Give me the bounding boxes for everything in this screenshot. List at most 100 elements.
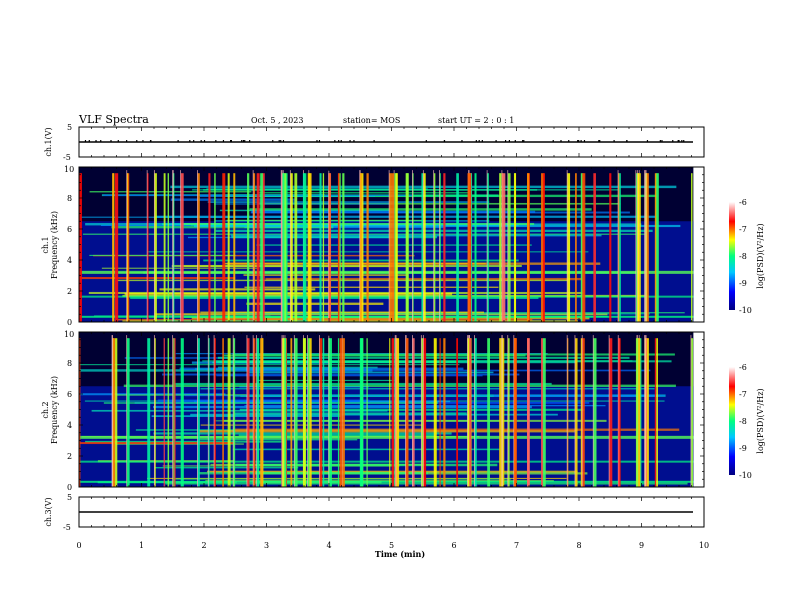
sferic-burst: [507, 338, 510, 487]
ch2-ytick-8: 8: [67, 359, 72, 368]
sferic-burst: [319, 173, 322, 322]
sferic-burst-core: [112, 335, 114, 487]
frequency-band: [199, 430, 575, 433]
xtick-5: 5: [389, 541, 394, 550]
frequency-band: [249, 208, 592, 211]
ch2-ytick-0: 0: [67, 483, 72, 492]
sferic-burst: [389, 173, 392, 322]
ch1-voltage-panel: 5 -5 ch.1(V): [44, 123, 705, 162]
sferic-burst: [637, 338, 641, 487]
sferic-burst: [337, 338, 339, 487]
voltage-marker: [117, 140, 119, 143]
sferic-burst: [222, 173, 226, 322]
sferic-burst-core: [388, 170, 390, 322]
frequency-band: [216, 375, 483, 377]
sferic-burst: [618, 173, 620, 322]
voltage-marker: [677, 140, 679, 143]
voltage-marker: [244, 140, 246, 143]
sferic-burst-core: [180, 170, 182, 322]
sferic-burst: [396, 173, 398, 322]
sferic-burst: [654, 173, 658, 322]
sferic-burst-core: [172, 170, 174, 322]
frequency-band: [194, 224, 681, 228]
sferic-burst: [467, 173, 471, 322]
ch1-colorbar: -6 -7 -8 -9 -10 log(PSD)(V²/Hz): [729, 198, 765, 315]
sferic-burst-core: [328, 335, 330, 487]
sferic-burst-core: [645, 335, 647, 487]
sferic-burst: [542, 173, 545, 322]
sferic-burst-core: [501, 335, 503, 487]
sferic-burst-core: [126, 335, 128, 487]
sferic-burst: [405, 338, 409, 487]
voltage-marker: [136, 140, 138, 143]
voltage-marker: [334, 140, 336, 143]
sferic-burst: [507, 173, 511, 322]
frequency-band: [117, 318, 533, 321]
voltage-marker: [126, 140, 128, 143]
voltage-marker: [278, 140, 280, 143]
sferic-burst: [328, 338, 332, 487]
frequency-band: [248, 371, 494, 374]
ch2-colorbar: -6 -7 -8 -9 -10 log(PSD)(V²/Hz): [729, 363, 765, 480]
sferic-burst: [256, 338, 260, 487]
voltage-marker: [88, 140, 90, 143]
sferic-burst: [502, 173, 506, 322]
sferic-burst-core: [111, 335, 113, 487]
sferic-burst: [261, 173, 265, 322]
sferic-burst: [233, 173, 236, 322]
frequency-band: [200, 311, 484, 314]
sferic-burst: [253, 338, 256, 487]
cb2-tick-9: -9: [739, 444, 747, 453]
sferic-burst: [308, 338, 312, 487]
voltage-marker: [150, 140, 152, 143]
sferic-burst: [282, 173, 285, 322]
frequency-band: [159, 288, 316, 291]
voltage-marker: [577, 140, 579, 143]
voltage-marker: [522, 140, 524, 143]
sferic-burst-core: [422, 335, 424, 487]
frequency-band: [223, 354, 526, 357]
ch1-ytick-8: 8: [67, 194, 72, 203]
ch2-frequency-ticks: 10 8 6 4 2 0: [64, 330, 74, 492]
sferic-burst: [567, 173, 571, 322]
voltage-marker: [672, 140, 674, 143]
sferic-burst-core: [574, 335, 576, 487]
frequency-band-bright: [79, 460, 694, 463]
voltage-marker: [203, 140, 206, 143]
sferic-burst: [421, 173, 424, 322]
sferic-burst: [208, 338, 210, 487]
sferic-burst: [635, 338, 639, 487]
sferic-burst-core: [307, 335, 308, 487]
sferic-burst: [412, 173, 414, 322]
sferic-burst: [691, 338, 694, 487]
sferic-burst-core: [467, 335, 468, 487]
sferic-burst: [502, 338, 504, 487]
xtick-6: 6: [451, 541, 456, 550]
voltage-marker: [461, 140, 463, 143]
frequency-band: [156, 319, 320, 322]
frequency-band-bright: [79, 295, 694, 298]
frequency-band: [82, 233, 645, 235]
frequency-band: [244, 226, 446, 229]
sferic-burst: [582, 173, 586, 322]
voltage-marker: [613, 140, 615, 143]
sferic-burst-core: [153, 170, 155, 322]
sferic-burst: [302, 338, 306, 487]
sferic-burst: [468, 338, 472, 487]
sferic-burst: [227, 173, 230, 322]
sferic-burst: [423, 173, 426, 322]
sferic-burst: [646, 338, 649, 487]
sferic-burst: [609, 338, 613, 487]
frequency-band: [198, 438, 358, 441]
ch3-ytick-bottom: -5: [63, 523, 71, 532]
sferic-burst-core: [153, 335, 155, 487]
frequency-band: [122, 320, 578, 322]
figure-title: VLF Spectra: [78, 113, 149, 126]
ch3-voltage-panel: 5 -5 ch.3(V): [44, 493, 705, 532]
sferic-burst: [391, 338, 395, 487]
sferic-burst-core: [412, 170, 413, 322]
sferic-burst: [360, 173, 364, 322]
sferic-burst: [227, 338, 231, 487]
sferic-burst-core: [146, 170, 148, 322]
sferic-burst-core: [394, 335, 396, 487]
